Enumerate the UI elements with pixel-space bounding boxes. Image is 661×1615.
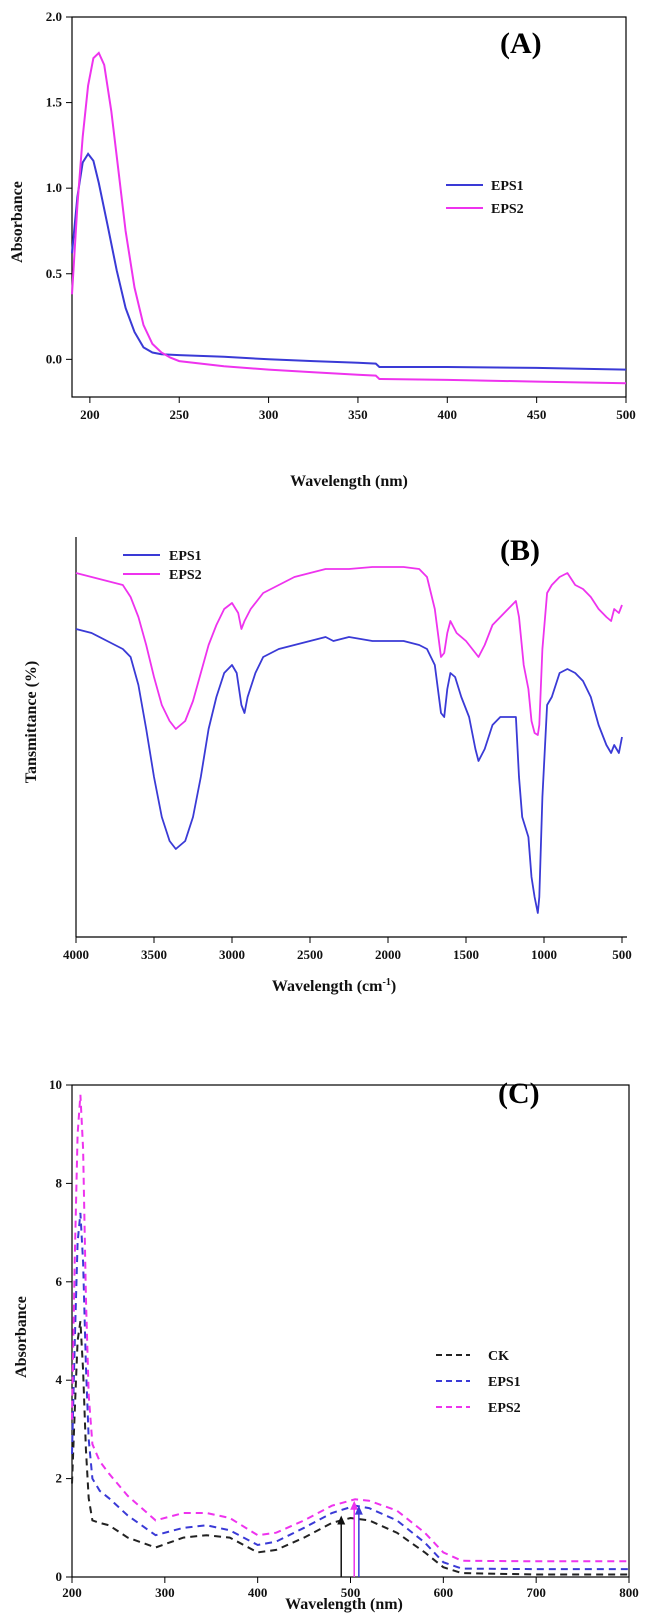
panel-c-y-axis-title: Absorbance (13, 1296, 30, 1378)
panel-c-x-tick-label: 300 (155, 1585, 175, 1600)
panel-c-x-tick-label: 700 (526, 1585, 546, 1600)
panel-b-legend: EPS1 EPS2 (123, 549, 202, 583)
panel-b-x-tick-label: 2500 (297, 947, 323, 962)
panel-a-legend: EPS1 EPS2 (446, 179, 524, 217)
panel-c-legend-label-ck: CK (488, 1349, 509, 1364)
panel-a-y-tick-label: 1.5 (46, 95, 63, 110)
panel-c-label: (C) (498, 1077, 540, 1110)
panel-c-y-tick-label: 2 (56, 1471, 63, 1486)
panel-b-x-axis-title: Wavelength (cm-1) (272, 977, 396, 995)
panel-c-series-lines (71, 1094, 629, 1576)
panel-a-y-tick-label: 0.5 (46, 266, 63, 281)
panel-c-x-tick-label: 200 (62, 1585, 82, 1600)
panel-c-x-tick-label: 400 (248, 1585, 268, 1600)
panel-b-x-axis-title-close: ) (391, 978, 396, 995)
panel-c-plot-frame (71, 1084, 630, 1578)
panel-a-series-eps2 (71, 51, 627, 385)
panel-c-y-tick-label: 10 (49, 1077, 62, 1092)
panel-b-x-tick-label: 1500 (453, 947, 479, 962)
panel-c-legend-label-eps2: EPS2 (488, 1401, 521, 1416)
panel-c-peak-arrows (337, 1500, 363, 1577)
panel-b-legend-label-eps1: EPS1 (169, 549, 202, 564)
panel-c-series-ck (71, 1321, 629, 1576)
panel-b-x-tick-label: 1000 (531, 947, 557, 962)
panel-b-ticks: 4000 3500 3000 2500 2000 1500 1000 500 (63, 937, 632, 962)
panel-a-y-tick-label: 0.0 (46, 351, 62, 366)
panel-a: (A) 200 250 300 350 400 450 500 0.0 0.5 1.0 1.5 2.0… (9, 9, 636, 490)
panel-c-series-eps1 (71, 1212, 629, 1571)
panel-b-x-tick-label: 2000 (375, 947, 401, 962)
panel-a-x-axis-title: Wavelength (nm) (290, 473, 408, 490)
panel-b-x-tick-label: 3500 (141, 947, 167, 962)
panel-c-peak-arrow-head (350, 1500, 359, 1510)
panel-a-y-tick-label: 1.0 (46, 180, 62, 195)
panel-a-x-tick-label: 250 (169, 407, 189, 422)
panel-c-peak-arrow-head (354, 1505, 363, 1515)
panel-c-legend: CK EPS1 EPS2 (436, 1349, 521, 1416)
panel-a-x-tick-label: 350 (348, 407, 368, 422)
panel-a-label: (A) (500, 27, 542, 60)
panel-b-x-axis-title-main: Wavelength (cm (272, 978, 383, 995)
panel-a-x-tick-label: 300 (259, 407, 279, 422)
panel-a-x-tick-label: 400 (438, 407, 458, 422)
panel-c: (C) 200 300 400 500 600 700 800 0 2 4 6 8 10 Wavelen… (13, 1077, 639, 1613)
panel-b-label: (B) (500, 534, 540, 567)
panel-c-series-eps2 (71, 1094, 629, 1563)
panel-a-x-tick-label: 200 (80, 407, 100, 422)
panel-a-x-tick-label: 450 (527, 407, 547, 422)
panel-c-y-tick-label: 6 (56, 1274, 63, 1289)
panel-a-legend-label-eps2: EPS2 (491, 202, 524, 217)
panel-a-y-tick-label: 2.0 (46, 9, 62, 24)
panel-c-y-tick-label: 0 (56, 1569, 63, 1584)
panel-b-series-lines (75, 566, 623, 914)
panel-c-ticks: 200 300 400 500 600 700 800 0 2 4 6 8 10 (49, 1077, 639, 1600)
panel-b-x-tick-label: 3000 (219, 947, 245, 962)
panel-b-legend-label-eps2: EPS2 (169, 568, 202, 583)
panel-c-x-tick-label: 500 (341, 1585, 361, 1600)
panel-b: (B) 4000 3500 3000 2500 2000 1500 1000 500 Wave… (23, 534, 632, 995)
panel-b-x-tick-label: 4000 (63, 947, 89, 962)
panel-c-x-axis-title: Wavelength (nm) (285, 1596, 403, 1613)
panel-a-plot-frame (71, 16, 627, 398)
panel-a-ticks: 200 250 300 350 400 450 500 0.0 0.5 1.0 1.5 2.0 (46, 9, 636, 422)
panel-c-y-tick-label: 4 (56, 1372, 63, 1387)
panel-c-y-tick-label: 8 (56, 1175, 63, 1190)
panel-c-x-tick-label: 600 (434, 1585, 454, 1600)
panel-c-legend-label-eps1: EPS1 (488, 1375, 521, 1390)
panel-a-x-tick-label: 500 (616, 407, 636, 422)
panel-c-x-tick-label: 800 (619, 1585, 639, 1600)
panel-a-y-axis-title: Absorbance (9, 181, 26, 263)
panel-b-x-tick-label: 500 (612, 947, 632, 962)
panel-a-legend-label-eps1: EPS1 (491, 179, 524, 194)
panel-b-series-eps2 (75, 566, 623, 736)
panel-b-y-axis-title: Tansmittance (%) (23, 661, 40, 784)
panel-a-series-eps1 (71, 152, 627, 371)
panel-b-series-eps1 (75, 628, 623, 914)
panel-a-series-lines (71, 51, 627, 385)
panel-b-x-axis-title-superscript: -1 (382, 977, 390, 988)
panel-c-peak-arrow-head (337, 1515, 346, 1525)
